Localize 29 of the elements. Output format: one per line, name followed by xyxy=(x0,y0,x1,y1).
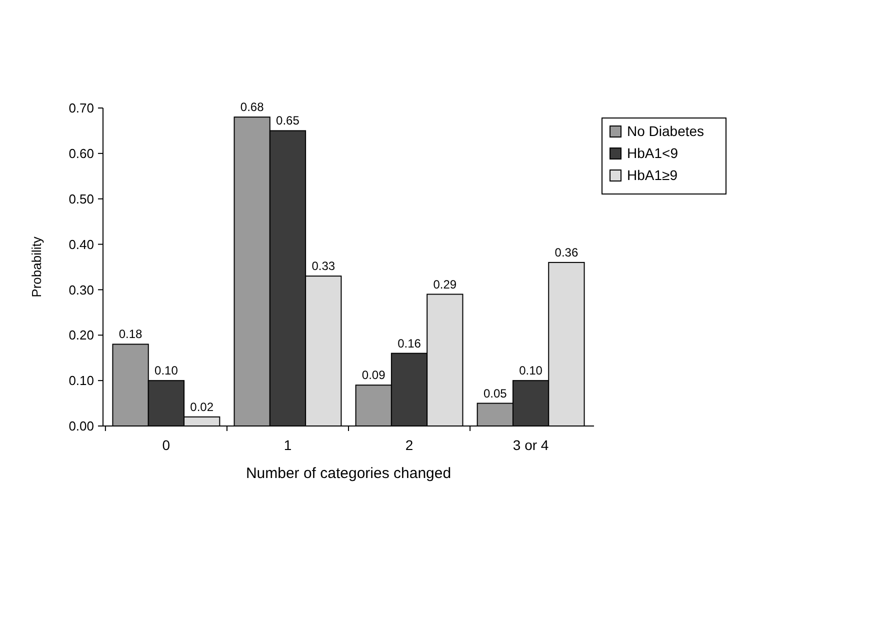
x-tick-label: 3 or 4 xyxy=(512,437,549,453)
data-label: 0.10 xyxy=(519,364,543,378)
data-label: 0.33 xyxy=(312,259,336,274)
legend-label: HbA1≥9 xyxy=(627,167,678,183)
y-tick-label: 0.60 xyxy=(68,146,94,161)
data-label: 0.10 xyxy=(154,364,178,378)
x-tick-label: 0 xyxy=(162,437,170,453)
y-tick-label: 0.10 xyxy=(68,373,94,388)
data-label: 0.18 xyxy=(118,327,143,342)
y-tick-label: 0.40 xyxy=(68,236,94,252)
legend-label: HbA1<9 xyxy=(627,145,678,161)
data-label: 0.65 xyxy=(276,114,300,128)
data-label: 0.05 xyxy=(483,386,508,400)
y-tick-label: 0.70 xyxy=(68,100,94,116)
legend-label: No Diabetes xyxy=(627,123,704,139)
data-label: 0.29 xyxy=(433,277,457,292)
y-axis-title: Probability xyxy=(29,236,44,298)
y-tick-label: 0.20 xyxy=(68,328,94,343)
x-tick-label: 1 xyxy=(284,437,292,453)
y-tick-label: 0.50 xyxy=(68,191,94,206)
x-tick-label: 2 xyxy=(405,437,414,453)
data-label: 0.09 xyxy=(362,368,386,382)
data-label: 0.02 xyxy=(190,400,214,414)
y-tick-label: 0.00 xyxy=(68,418,94,434)
data-label: 0.68 xyxy=(240,100,264,114)
y-tick-label: 0.30 xyxy=(68,282,94,298)
data-label: 0.16 xyxy=(398,336,422,350)
x-axis-title: Number of categories changed xyxy=(246,465,452,482)
data-label: 0.36 xyxy=(554,245,578,260)
